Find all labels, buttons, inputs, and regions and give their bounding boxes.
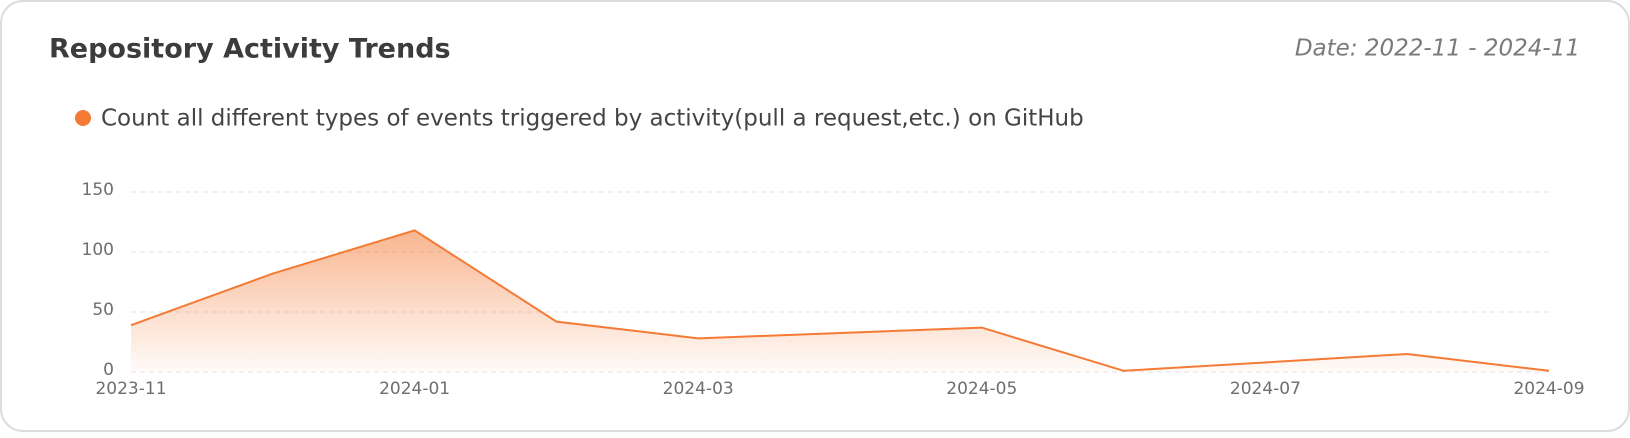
x-tick-label: 2024-07 (1230, 379, 1301, 399)
y-tick-label: 150 (82, 180, 114, 200)
line (130, 229, 1550, 372)
legend-label: Count all different types of events trig… (101, 106, 1084, 132)
chart-title: Repository Activity Trends (49, 34, 451, 65)
x-tick-label: 2024-05 (946, 379, 1017, 399)
y-tick-label: 0 (103, 360, 114, 380)
area (131, 230, 1549, 372)
x-tick-label: 2024-01 (379, 379, 450, 399)
legend-marker (75, 110, 91, 126)
y-tick-label: 100 (82, 240, 114, 260)
y-tick-label: 50 (92, 300, 114, 320)
x-tick-label: 2024-09 (1513, 379, 1584, 399)
date-range: Date: 2022-11 - 2024-11 (1295, 36, 1580, 62)
plot: 0 50 100 150 2023-11 2024-01 2024-03 2024-05 202… (82, 180, 1585, 399)
x-tick-label: 2023-11 (95, 379, 166, 399)
x-tick-label: 2024-03 (663, 379, 734, 399)
